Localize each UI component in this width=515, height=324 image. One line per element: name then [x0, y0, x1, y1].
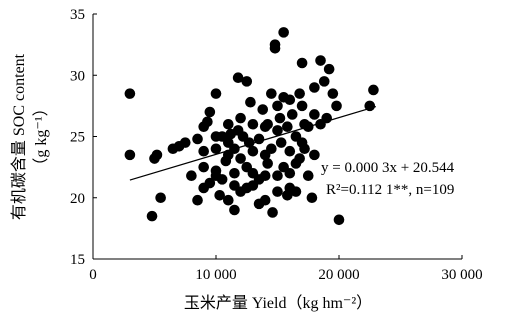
- data-point: [302, 170, 314, 181]
- x-axis-title: 玉米产量 Yield（kg hm⁻²）: [184, 294, 372, 312]
- data-point: [272, 100, 283, 112]
- data-point: [296, 137, 308, 148]
- data-point: [296, 100, 308, 112]
- data-point: [192, 133, 203, 145]
- data-point: [290, 158, 302, 169]
- data-point: [124, 88, 136, 99]
- data-point: [198, 145, 209, 157]
- data-point: [275, 137, 287, 148]
- data-point: [204, 106, 216, 118]
- data-point: [266, 88, 277, 99]
- data-point: [272, 170, 283, 181]
- data-point: [192, 194, 203, 206]
- data-point: [186, 170, 197, 181]
- data-point: [290, 186, 302, 197]
- data-point: [146, 210, 158, 222]
- x-tick-label: 0: [89, 267, 97, 283]
- x-axis-ticks: 0 10 000 20 000 30 000: [89, 255, 483, 283]
- data-point: [198, 161, 209, 173]
- data-point: [278, 27, 289, 38]
- data-point: [229, 180, 240, 191]
- trend-line: [129, 105, 377, 181]
- data-point: [232, 72, 244, 83]
- x-tick-label: 20 000: [318, 267, 359, 283]
- data-point: [257, 104, 269, 115]
- data-point: [155, 192, 166, 204]
- data-point: [262, 158, 273, 169]
- data-point: [272, 186, 283, 197]
- data-point: [272, 125, 283, 136]
- data-point: [210, 88, 222, 99]
- data-point: [241, 76, 253, 87]
- data-point: [294, 88, 305, 99]
- data-point: [284, 94, 296, 106]
- data-point: [259, 121, 271, 132]
- data-point: [198, 182, 209, 194]
- y-tick-label: 20: [70, 191, 85, 207]
- data-point: [315, 55, 326, 66]
- data-point: [278, 161, 289, 173]
- data-point: [318, 76, 330, 87]
- data-point: [274, 112, 286, 124]
- y-axis-ticks: 15 20 25 30 35: [70, 7, 97, 268]
- y-tick-label: 15: [70, 252, 85, 268]
- data-point: [235, 112, 246, 124]
- data-point: [259, 170, 271, 181]
- data-point: [210, 131, 222, 142]
- data-point: [266, 143, 277, 155]
- y-tick-label: 25: [70, 130, 85, 146]
- x-tick-label: 30 000: [441, 267, 482, 283]
- y-tick-label: 30: [70, 68, 85, 84]
- data-point: [296, 57, 308, 69]
- r-squared-label: R²=0.112 1**, n=109: [326, 182, 454, 198]
- data-point: [331, 100, 342, 112]
- regression-equation: y = 0.000 3x + 20.544: [321, 160, 455, 176]
- data-point: [247, 180, 259, 191]
- y-axis-unit: （g kg⁻¹）: [32, 100, 50, 173]
- data-point: [151, 149, 163, 161]
- data-point: [124, 149, 136, 161]
- data-point: [286, 109, 298, 120]
- data-point: [216, 174, 228, 185]
- data-point: [247, 118, 259, 130]
- data-point: [368, 84, 379, 96]
- data-point: [269, 39, 281, 50]
- data-point: [306, 192, 318, 204]
- data-point: [202, 116, 213, 128]
- plot-area: 15 20 25 30 35 0 10 000 20 000 30 000: [70, 7, 483, 283]
- data-point: [223, 149, 234, 161]
- data-point: [309, 82, 320, 93]
- data-point: [282, 190, 293, 201]
- y-axis-title: 有机碳含量 SOC content: [10, 53, 28, 220]
- data-point: [333, 214, 345, 226]
- data-point: [214, 190, 225, 201]
- data-point: [223, 118, 234, 130]
- data-point: [247, 145, 259, 157]
- data-point: [267, 207, 278, 218]
- data-point: [235, 153, 246, 164]
- data-point: [245, 96, 256, 108]
- data-point: [223, 194, 234, 206]
- data-points: [124, 27, 379, 226]
- data-point: [179, 137, 191, 148]
- data-point: [327, 88, 339, 99]
- data-point: [309, 149, 320, 161]
- data-point: [229, 167, 240, 179]
- data-point: [282, 121, 293, 132]
- x-tick-label: 10 000: [195, 267, 236, 283]
- data-point: [323, 63, 335, 75]
- data-point: [284, 145, 296, 157]
- y-tick-label: 35: [70, 7, 85, 23]
- data-point: [309, 109, 320, 120]
- data-point: [210, 143, 222, 155]
- data-point: [229, 204, 240, 216]
- data-point: [253, 198, 265, 210]
